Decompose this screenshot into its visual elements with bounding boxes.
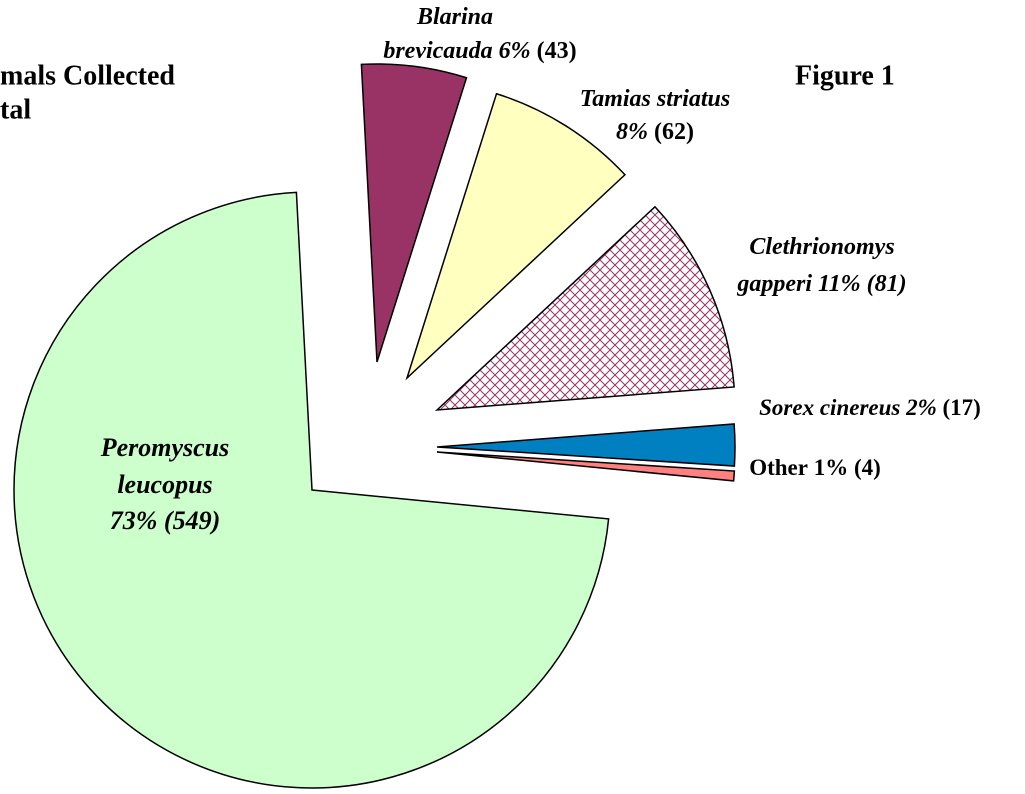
- pie-slice: [436, 423, 736, 467]
- slice-label: Tamias striatus: [580, 86, 731, 112]
- chart-title: tal: [0, 94, 31, 125]
- pie-slice: [405, 92, 627, 381]
- slice-label: Blarina brevicauda: [383, 4, 493, 64]
- chart-title: mals Collected: [0, 60, 175, 91]
- value-label: 8% (62): [616, 119, 694, 145]
- value-label: 6% (43): [499, 38, 577, 64]
- slice-label: Peromyscus leucopus: [100, 433, 230, 499]
- slice-label: Sorex cinereus: [759, 395, 900, 420]
- pie-slice: [434, 205, 735, 411]
- annotation: Figure 1: [795, 60, 895, 91]
- pie-slice: [360, 63, 468, 363]
- slice-label: Other: [749, 455, 808, 480]
- slice-label: Clethrionomys gapperi: [736, 234, 894, 297]
- value-label: 1% (4): [814, 455, 881, 480]
- pie-slice: [13, 191, 610, 789]
- value-label: 2% (17): [905, 395, 981, 420]
- pie-slice: [436, 451, 736, 482]
- value-label: 11% (81): [818, 271, 907, 297]
- value-label: 73% (549): [110, 506, 221, 535]
